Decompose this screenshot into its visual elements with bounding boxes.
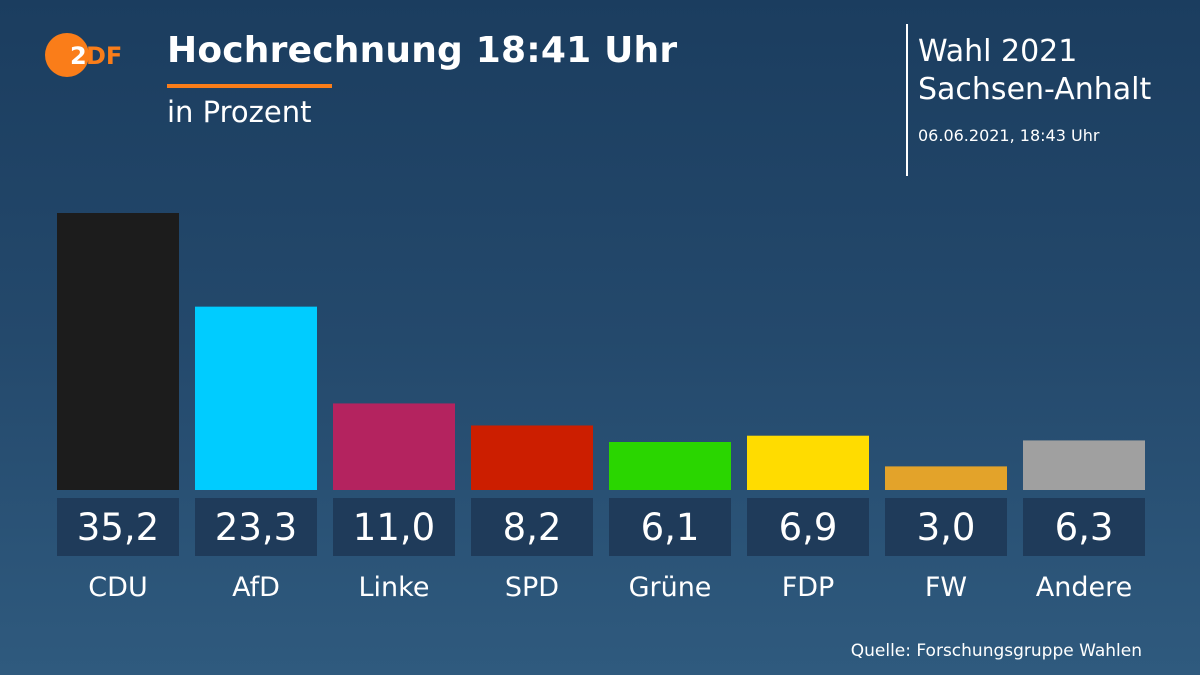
category-label-andere: Andere: [1036, 572, 1132, 603]
svg-text:DF: DF: [86, 42, 122, 70]
svg-text:2: 2: [70, 42, 87, 70]
value-box-afd: [195, 498, 317, 556]
value-box-linke: [333, 498, 455, 556]
bar-gr-ne: [609, 441, 731, 490]
value-label-fdp: 6,9: [779, 506, 838, 549]
zdf-logo-icon: 2 DF: [45, 33, 122, 77]
value-label-fw: 3,0: [917, 506, 976, 549]
source-note: Quelle: Forschungsgruppe Wahlen: [850, 641, 1142, 661]
category-label-fdp: FDP: [782, 572, 835, 603]
category-label-spd: SPD: [505, 572, 559, 603]
value-box-cdu: [57, 498, 179, 556]
chart-subtitle: in Prozent: [167, 95, 312, 129]
value-label-andere: 6,3: [1055, 506, 1114, 549]
bar-linke: [333, 403, 455, 490]
category-label-afd: AfD: [232, 572, 280, 603]
value-box-gr-ne: [609, 498, 731, 556]
value-box-fw: [885, 498, 1007, 556]
value-label-afd: 23,3: [215, 506, 297, 549]
value-label-gr-ne: 6,1: [641, 506, 700, 549]
value-box-spd: [471, 498, 593, 556]
title-underline: [167, 84, 332, 88]
bar-andere: [1023, 440, 1145, 490]
bar-fdp: [747, 435, 869, 490]
chart-title: Hochrechnung 18:41 Uhr: [167, 30, 678, 71]
category-label-fw: FW: [925, 572, 967, 603]
info-divider: [906, 24, 908, 176]
value-label-linke: 11,0: [353, 506, 435, 549]
bar-afd: [195, 306, 317, 490]
category-label-linke: Linke: [359, 572, 430, 603]
category-label-cdu: CDU: [88, 572, 147, 603]
value-box-fdp: [747, 498, 869, 556]
bar-spd: [471, 425, 593, 490]
bar-cdu: [57, 213, 179, 490]
category-label-gr-ne: Grüne: [629, 572, 712, 603]
value-box-andere: [1023, 498, 1145, 556]
timestamp: 06.06.2021, 18:43 Uhr: [918, 126, 1100, 145]
value-label-spd: 8,2: [503, 506, 562, 549]
bar-fw: [885, 466, 1007, 490]
election-name: Wahl 2021: [918, 34, 1078, 69]
election-region: Sachsen-Anhalt: [918, 72, 1152, 107]
value-label-cdu: 35,2: [77, 506, 159, 549]
